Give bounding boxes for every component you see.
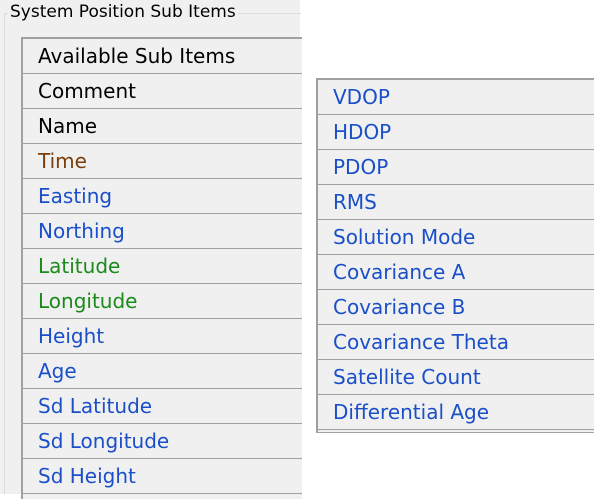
sub-items-dropdown-list[interactable]: VDOP HDOP PDOP RMS Solution Mode Covariance A… [316, 78, 594, 433]
list-item[interactable]: Comment [23, 74, 302, 109]
list-item[interactable]: Solution Mode [318, 220, 594, 255]
group-title: System Position Sub Items [8, 2, 238, 22]
list-item[interactable]: RMS [318, 185, 594, 220]
list-item[interactable]: Height [23, 319, 302, 354]
list-item[interactable]: VDOP [318, 80, 594, 115]
list-item[interactable]: Available Sub Items [23, 39, 302, 74]
list-item[interactable]: Sd Height [23, 459, 302, 494]
list-item[interactable]: Covariance Theta [318, 325, 594, 360]
list-item[interactable]: Covariance B [318, 290, 594, 325]
list-item[interactable]: Easting [23, 179, 302, 214]
list-item[interactable]: Sd Latitude [23, 389, 302, 424]
list-item[interactable]: Name [23, 109, 302, 144]
list-item[interactable]: Northing [23, 214, 302, 249]
list-item[interactable]: Covariance A [318, 255, 594, 290]
available-sub-items-list[interactable]: Available Sub Items Comment Name Time Eastin… [21, 37, 302, 499]
list-item[interactable]: Time [23, 144, 302, 179]
list-item[interactable]: Differential Age [318, 395, 594, 430]
list-item[interactable]: Longitude [23, 284, 302, 319]
list-item[interactable]: Age [23, 354, 302, 389]
list-item[interactable]: Sd Longitude [23, 424, 302, 459]
list-item[interactable]: Latitude [23, 249, 302, 284]
list-item[interactable]: HDOP [318, 115, 594, 150]
list-item[interactable]: PDOP [318, 150, 594, 185]
list-item[interactable]: Satellite Count [318, 360, 594, 395]
